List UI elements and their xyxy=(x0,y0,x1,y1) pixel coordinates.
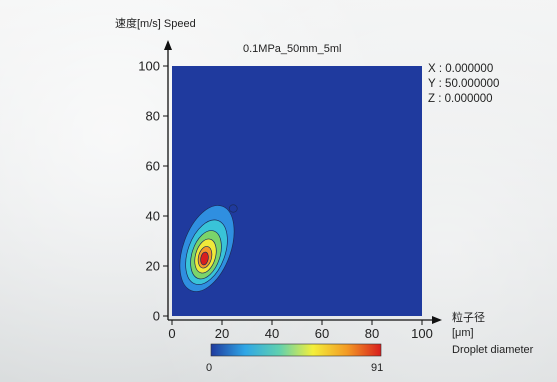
contour-island xyxy=(228,204,238,213)
x-tick-label: 80 xyxy=(365,326,379,341)
colorbar-min-label: 0 xyxy=(206,362,213,374)
cursor-readout-z: Z : 0.000000 xyxy=(428,93,493,105)
colorbar-max-label: 91 xyxy=(371,362,384,374)
cursor-readout-y: Y : 50.000000 xyxy=(428,78,500,90)
y-tick-label: 20 xyxy=(146,259,160,274)
y-tick-label: 100 xyxy=(138,59,160,74)
y-tick-label: 0 xyxy=(153,309,160,324)
y-tick-label: 80 xyxy=(146,109,160,124)
y-tick-label: 60 xyxy=(146,159,160,174)
y-tick-label: 40 xyxy=(146,209,160,224)
x-axis-label-en: Droplet diameter xyxy=(452,344,534,356)
x-tick-label: 0 xyxy=(168,326,175,341)
x-axis-label-jp: 粒子径 xyxy=(452,312,485,324)
ticks-group: 0 20 40 60 80 100 0 20 40 60 80 100 xyxy=(138,59,433,342)
cursor-readout-x: X : 0.000000 xyxy=(428,63,494,75)
x-axis-arrow xyxy=(432,316,442,324)
y-axis-label: 速度[m/s] Speed xyxy=(115,18,196,30)
x-tick-label: 20 xyxy=(215,326,229,341)
x-tick-label: 40 xyxy=(265,326,279,341)
contour-level-5 xyxy=(200,251,209,266)
axes-group xyxy=(164,40,442,324)
y-axis-arrow xyxy=(164,40,172,50)
chart-title: 0.1MPa_50mm_5ml xyxy=(243,43,342,55)
x-tick-label: 60 xyxy=(315,326,329,341)
colorbar xyxy=(210,343,382,357)
contour-group xyxy=(179,204,238,292)
x-tick-label: 100 xyxy=(411,326,433,341)
x-axis-label-unit: [μm] xyxy=(452,327,474,339)
